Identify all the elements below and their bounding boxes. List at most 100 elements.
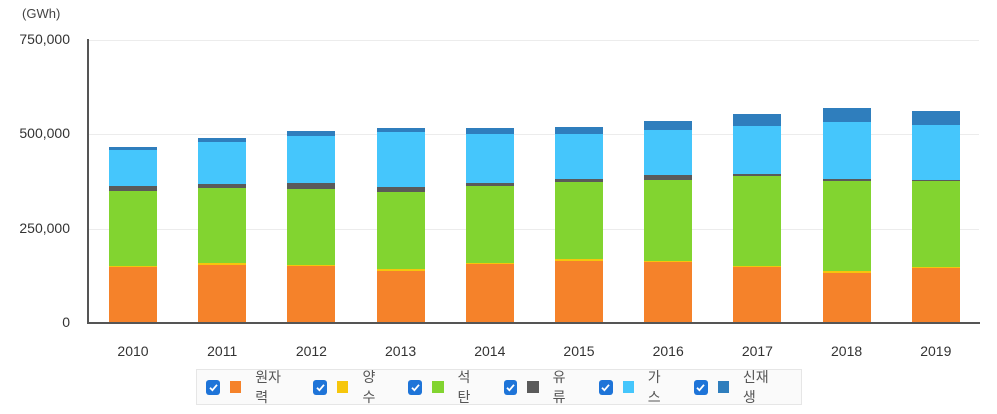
bar-segment[interactable] (109, 191, 157, 266)
bar-segment[interactable] (733, 114, 782, 127)
bar-segment[interactable] (109, 266, 157, 323)
x-tick-label: 2010 (117, 343, 149, 359)
legend-label: 원자력 (255, 369, 281, 405)
bar-segment[interactable] (644, 120, 693, 130)
bar-segment[interactable] (287, 264, 336, 267)
bar-segment[interactable] (555, 182, 603, 260)
legend-item-coal[interactable]: 석탄 (408, 367, 481, 407)
bar-segment[interactable] (911, 179, 960, 181)
bar-2012[interactable] (287, 131, 336, 323)
bar-segment[interactable] (733, 266, 782, 323)
bar-segment[interactable] (465, 185, 514, 263)
checkbox-checked-icon[interactable] (206, 379, 221, 395)
bar-2018[interactable] (822, 108, 871, 323)
bar-segment[interactable] (376, 187, 425, 192)
bar-segment[interactable] (198, 187, 247, 264)
bar-segment[interactable] (644, 261, 693, 323)
bar-segment[interactable] (198, 142, 247, 185)
bar-segment[interactable] (198, 137, 247, 143)
x-tick-label: 2011 (207, 343, 238, 359)
bar-segment[interactable] (822, 271, 871, 273)
bar-segment[interactable] (822, 180, 871, 272)
bar-segment[interactable] (376, 270, 425, 323)
bar-segment[interactable] (376, 127, 425, 133)
bar-2011[interactable] (198, 137, 247, 323)
bar-segment[interactable] (911, 125, 960, 180)
bar-segment[interactable] (287, 266, 336, 323)
bar-2019[interactable] (911, 111, 960, 323)
bar-segment[interactable] (822, 179, 871, 181)
bar-segment[interactable] (109, 147, 157, 150)
bar-segment[interactable] (555, 260, 603, 323)
bar-segment[interactable] (287, 135, 336, 184)
bar-segment[interactable] (733, 265, 782, 267)
legend: 원자력 양수 석탄 유류 가스 신재생 (196, 369, 802, 405)
x-tick-label: 2012 (295, 343, 327, 359)
bar-segment[interactable] (198, 184, 247, 188)
checkbox-checked-icon[interactable] (693, 379, 708, 395)
bar-segment[interactable] (555, 259, 603, 261)
bar-segment[interactable] (644, 129, 693, 176)
bar-segment[interactable] (287, 183, 336, 189)
bar-2013[interactable] (376, 127, 425, 323)
bar-segment[interactable] (733, 126, 782, 174)
bar-segment[interactable] (376, 191, 425, 270)
checkbox-checked-icon[interactable] (598, 379, 613, 395)
bar-segment[interactable] (822, 272, 871, 323)
legend-item-nuclear[interactable]: 원자력 (206, 367, 291, 407)
bar-segment[interactable] (287, 188, 336, 265)
bar-2010[interactable] (109, 147, 157, 323)
bar-2017[interactable] (733, 114, 782, 323)
bar-segment[interactable] (287, 131, 336, 136)
color-swatch-icon (717, 381, 729, 393)
bar-segment[interactable] (198, 264, 247, 323)
x-tick-label: 2013 (385, 343, 417, 359)
legend-label: 유류 (552, 369, 566, 405)
bar-segment[interactable] (644, 260, 693, 262)
bar-segment[interactable] (465, 127, 514, 134)
bar-segment[interactable] (109, 149, 157, 187)
legend-label: 신재생 (742, 369, 769, 405)
legend-item-renewable[interactable]: 신재생 (693, 367, 779, 407)
color-swatch-icon (622, 381, 634, 393)
bar-segment[interactable] (555, 178, 603, 183)
bar-segment[interactable] (911, 180, 960, 267)
bar-segment[interactable] (822, 121, 871, 180)
legend-item-gas[interactable]: 가스 (598, 367, 672, 407)
bar-segment[interactable] (465, 133, 514, 183)
x-tick-label: 2017 (741, 343, 773, 359)
bar-2014[interactable] (465, 127, 514, 323)
bar-segment[interactable] (465, 182, 514, 186)
checkbox-checked-icon[interactable] (313, 379, 328, 395)
bar-segment[interactable] (465, 262, 514, 264)
color-swatch-icon (230, 381, 242, 393)
legend-item-pumped-storage[interactable]: 양수 (313, 367, 386, 407)
x-tick-label: 2016 (652, 343, 684, 359)
bar-segment[interactable] (376, 269, 425, 271)
bar-segment[interactable] (644, 175, 693, 180)
bar-segment[interactable] (555, 133, 603, 179)
bar-segment[interactable] (644, 179, 693, 261)
bar-segment[interactable] (911, 111, 960, 126)
color-swatch-icon (432, 381, 444, 393)
legend-label: 양수 (362, 369, 376, 405)
y-tick-500000: 500,000 (19, 125, 70, 141)
bar-2016[interactable] (644, 120, 693, 323)
bar-segment[interactable] (733, 175, 782, 266)
gridline (89, 40, 979, 41)
checkbox-checked-icon[interactable] (503, 379, 518, 395)
bar-segment[interactable] (911, 267, 960, 323)
bar-segment[interactable] (465, 263, 514, 323)
bar-segment[interactable] (911, 266, 960, 268)
bar-segment[interactable] (733, 173, 782, 176)
bar-segment[interactable] (109, 265, 157, 267)
bar-segment[interactable] (376, 132, 425, 188)
bar-segment[interactable] (822, 108, 871, 122)
bar-segment[interactable] (109, 186, 157, 192)
checkbox-checked-icon[interactable] (408, 379, 423, 395)
bar-2015[interactable] (555, 126, 603, 323)
bar-segment[interactable] (198, 263, 247, 265)
legend-item-oil[interactable]: 유류 (503, 367, 577, 407)
legend-label: 석탄 (457, 369, 471, 405)
bar-segment[interactable] (555, 126, 603, 134)
